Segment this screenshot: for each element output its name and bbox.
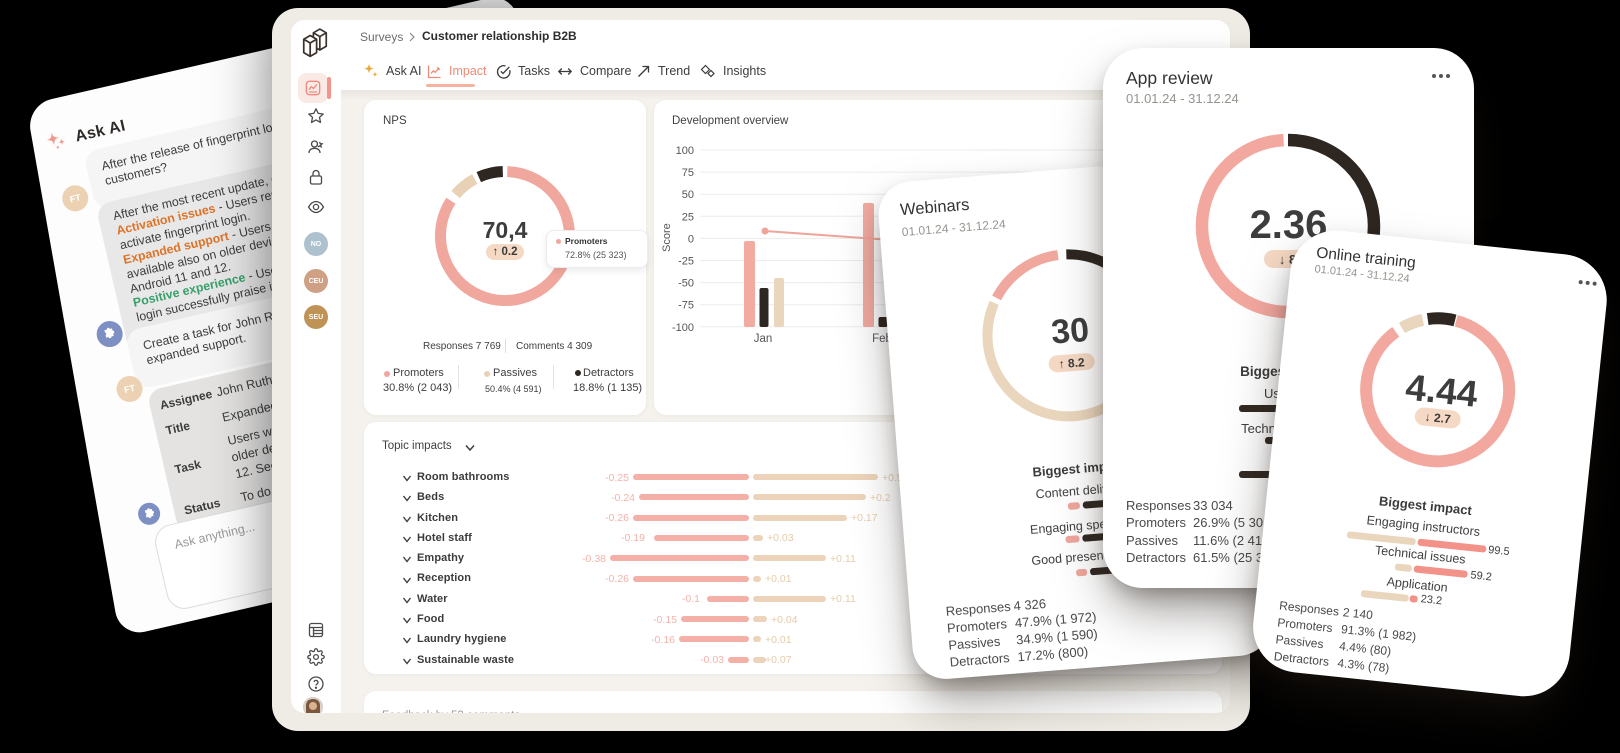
svg-text:50: 50 bbox=[682, 189, 694, 201]
svg-text:100: 100 bbox=[676, 145, 694, 157]
svg-text:25: 25 bbox=[682, 211, 694, 223]
svg-text:0: 0 bbox=[688, 233, 694, 245]
svg-text:-50: -50 bbox=[678, 278, 694, 290]
svg-text:Jan: Jan bbox=[754, 333, 773, 345]
svg-text:75: 75 bbox=[682, 167, 694, 179]
svg-text:-100: -100 bbox=[672, 322, 694, 334]
svg-text:-25: -25 bbox=[678, 256, 694, 268]
svg-text:-75: -75 bbox=[678, 300, 694, 312]
svg-text:Feb: Feb bbox=[872, 333, 892, 345]
svg-text:Score: Score bbox=[661, 223, 673, 252]
